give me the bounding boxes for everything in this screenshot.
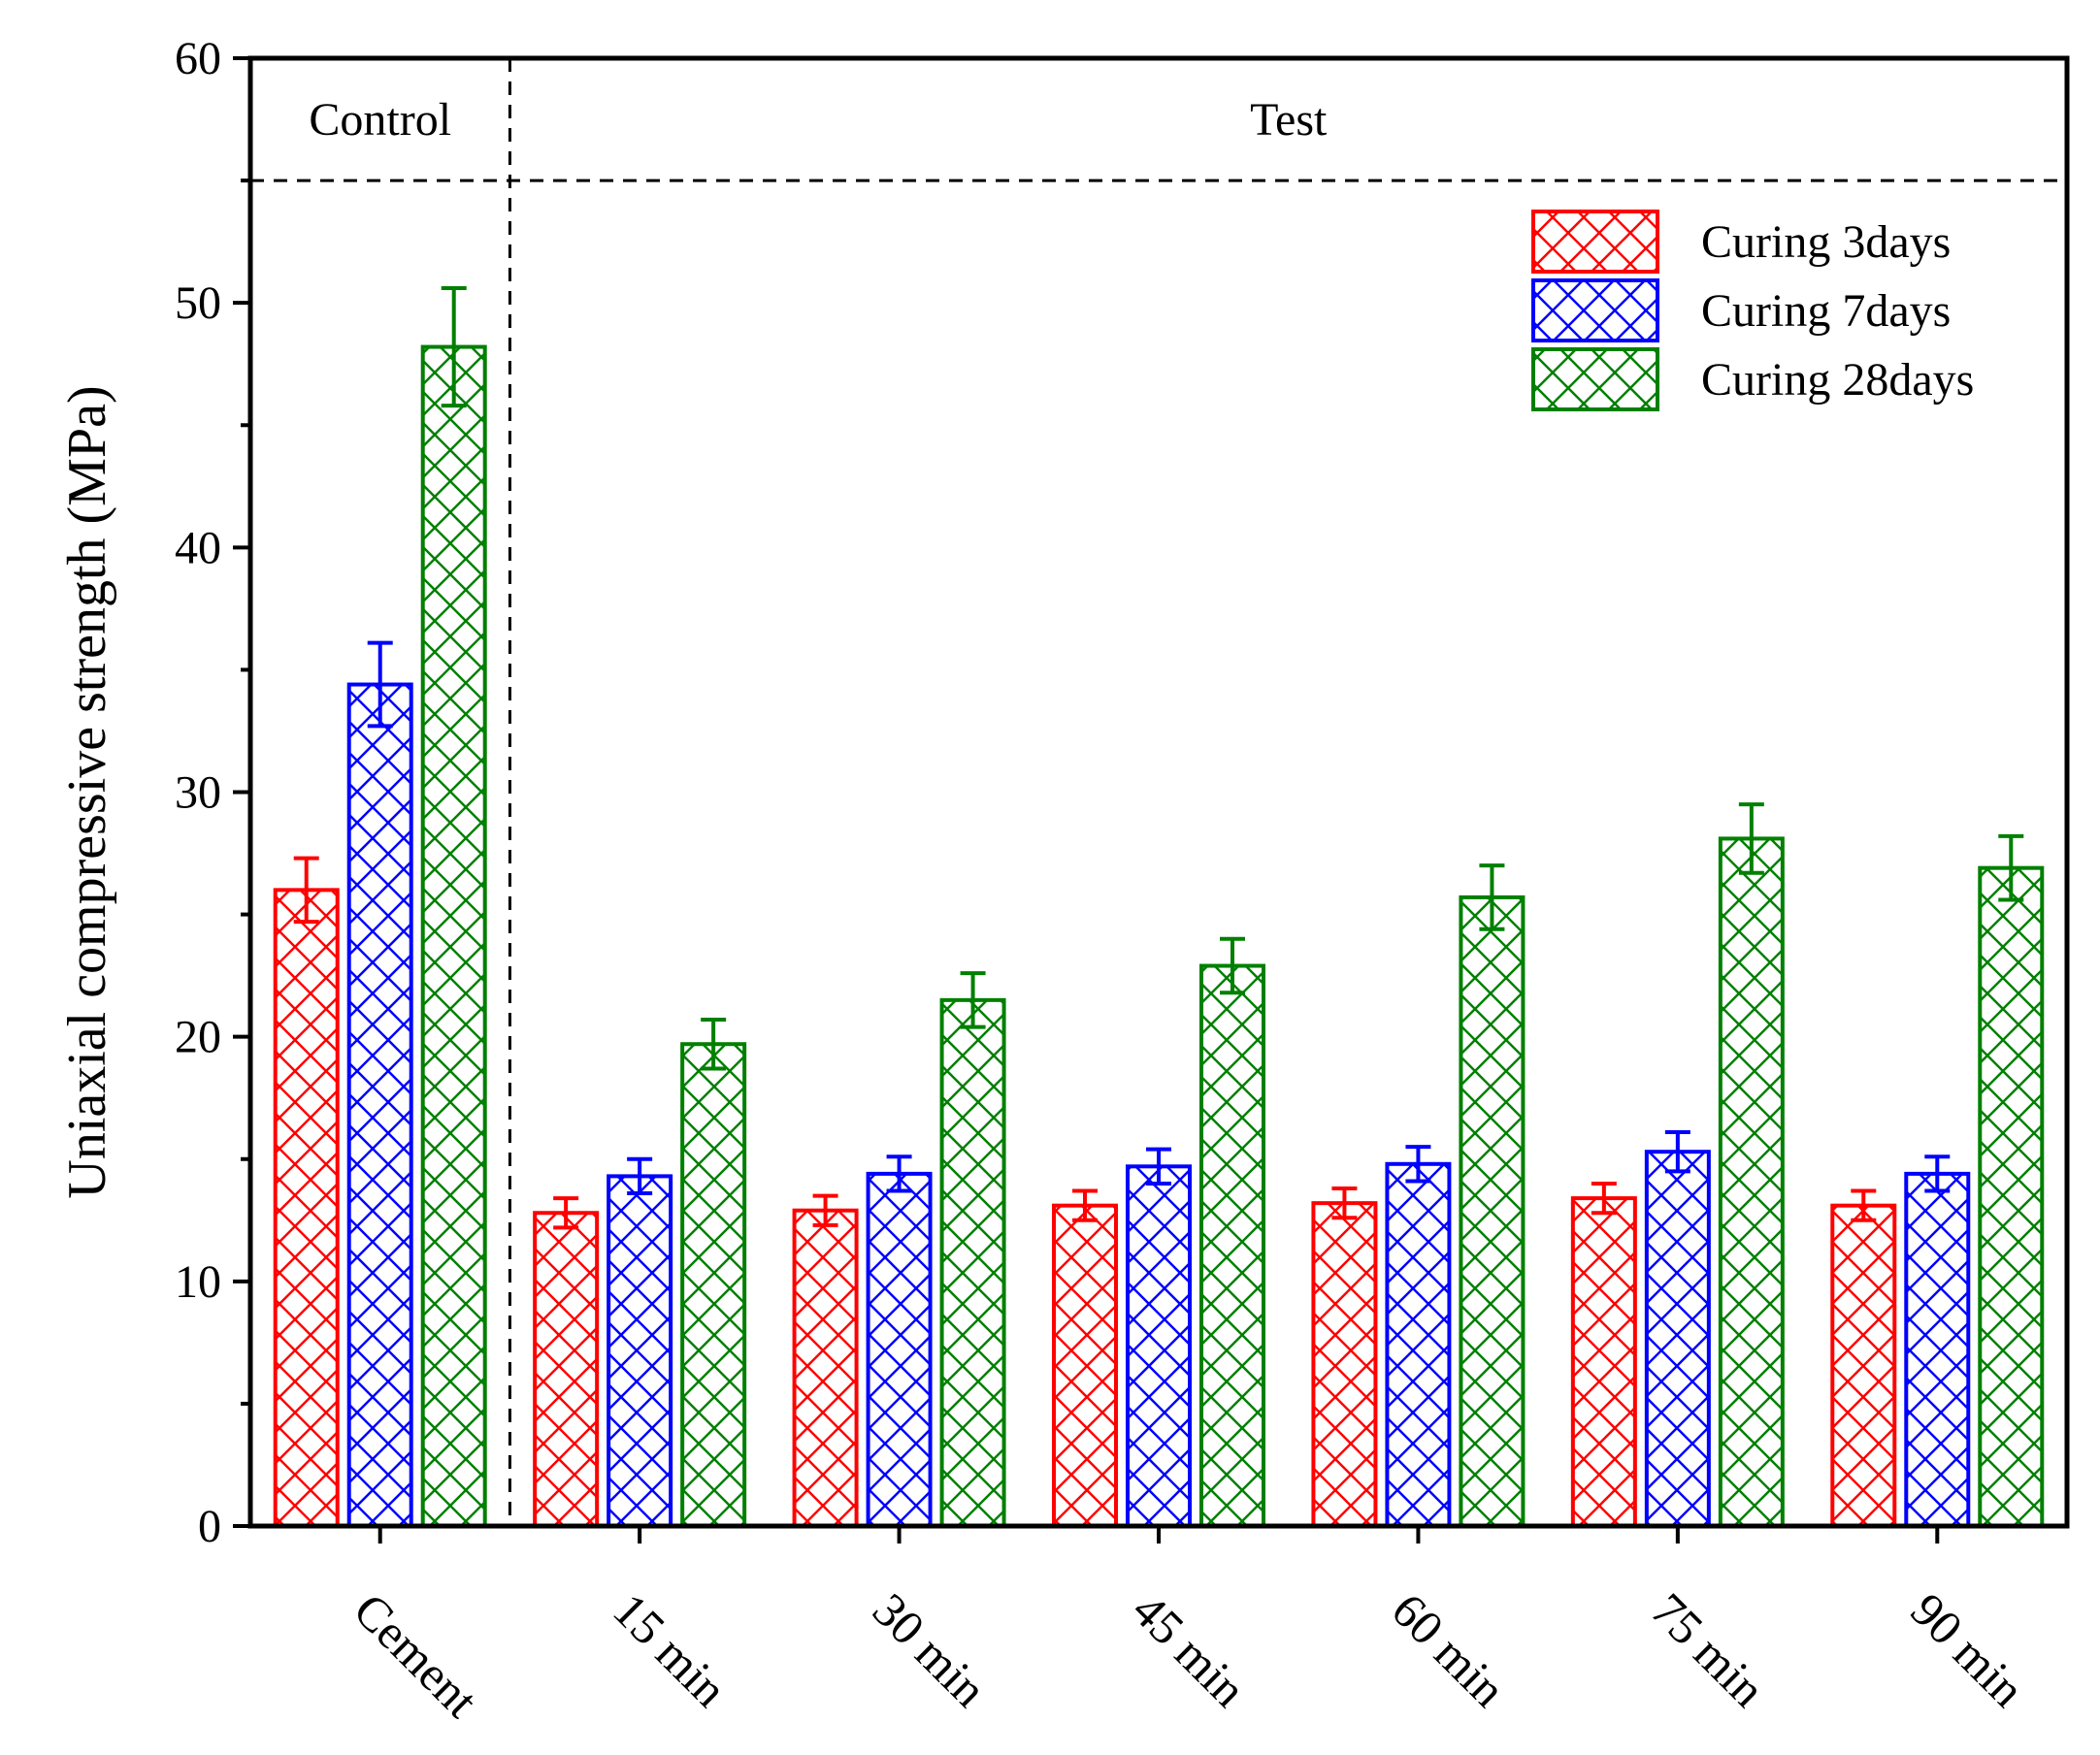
bar-1-6 bbox=[1904, 1171, 1971, 1528]
bar-2-0 bbox=[420, 344, 487, 1529]
error-bar-1-5 bbox=[1664, 1130, 1690, 1174]
error-bar-0-2 bbox=[812, 1193, 838, 1227]
error-bar-0-3 bbox=[1072, 1188, 1098, 1222]
bar-1-2 bbox=[866, 1171, 933, 1528]
legend-swatch-0 bbox=[1531, 210, 1659, 274]
y-tick-label: 30 bbox=[175, 767, 221, 819]
y-tick-label: 10 bbox=[175, 1256, 221, 1308]
legend: Curing 3days Curing 7days Curing 28days bbox=[1531, 210, 1974, 411]
error-bars-layer bbox=[293, 286, 2024, 1230]
y-tick-label: 50 bbox=[175, 277, 221, 329]
x-tick-label: Cement bbox=[344, 1582, 489, 1728]
region-labels: Control Test bbox=[250, 58, 2067, 1526]
bar-2-5 bbox=[1718, 836, 1785, 1528]
bar-2-6 bbox=[1978, 865, 2045, 1528]
error-bar-2-5 bbox=[1738, 802, 1764, 875]
error-bar-2-2 bbox=[960, 971, 986, 1029]
bar-1-0 bbox=[346, 682, 413, 1528]
error-bar-0-4 bbox=[1331, 1186, 1358, 1220]
bar-0-0 bbox=[273, 888, 340, 1528]
error-bar-1-2 bbox=[886, 1154, 912, 1193]
bar-1-1 bbox=[607, 1174, 673, 1528]
bar-2-1 bbox=[680, 1042, 747, 1529]
bar-2-4 bbox=[1459, 894, 1526, 1528]
region-label-0: Control bbox=[309, 94, 451, 146]
legend-label-2: Curing 28days bbox=[1701, 354, 1974, 406]
error-bar-2-1 bbox=[701, 1018, 727, 1071]
axes bbox=[233, 55, 2070, 1544]
bar-0-1 bbox=[533, 1211, 600, 1529]
x-tick-label: 30 min bbox=[863, 1582, 998, 1717]
error-bar-2-6 bbox=[1998, 833, 2024, 902]
y-tick-label: 40 bbox=[175, 522, 221, 573]
error-bar-2-4 bbox=[1479, 863, 1505, 931]
bar-1-5 bbox=[1644, 1150, 1711, 1529]
bar-0-2 bbox=[792, 1208, 859, 1528]
bar-0-6 bbox=[1830, 1203, 1897, 1528]
legend-label-0: Curing 3days bbox=[1701, 216, 1951, 268]
bar-0-5 bbox=[1570, 1196, 1637, 1528]
y-tick-label: 20 bbox=[175, 1012, 221, 1063]
legend-swatch-2 bbox=[1531, 347, 1659, 411]
x-tick-label: 45 min bbox=[1122, 1582, 1257, 1717]
error-bar-2-3 bbox=[1220, 936, 1245, 995]
error-bar-2-0 bbox=[441, 286, 467, 408]
bar-2-2 bbox=[939, 997, 1006, 1528]
bar-1-3 bbox=[1126, 1164, 1192, 1528]
bar-1-4 bbox=[1385, 1161, 1452, 1528]
y-axis-label: Uniaxial compressive strength (MPa) bbox=[57, 385, 117, 1198]
error-bar-1-6 bbox=[1924, 1154, 1951, 1193]
region-label-1: Test bbox=[1250, 94, 1328, 146]
bar-2-3 bbox=[1199, 963, 1265, 1528]
error-bar-1-0 bbox=[367, 640, 393, 729]
error-bar-0-6 bbox=[1851, 1188, 1877, 1222]
bar-0-4 bbox=[1311, 1201, 1378, 1528]
legend-label-1: Curing 7days bbox=[1701, 285, 1951, 337]
error-bar-0-5 bbox=[1591, 1181, 1617, 1216]
bar-0-3 bbox=[1052, 1203, 1118, 1528]
x-tick-label: 75 min bbox=[1641, 1582, 1776, 1717]
legend-swatch-1 bbox=[1531, 278, 1659, 342]
error-bar-1-4 bbox=[1405, 1145, 1431, 1184]
bars-layer bbox=[273, 344, 2045, 1529]
x-tick-label: 60 min bbox=[1382, 1582, 1517, 1717]
x-tick-label: 90 min bbox=[1901, 1582, 2036, 1717]
error-bar-1-1 bbox=[627, 1156, 653, 1196]
error-bar-0-0 bbox=[293, 856, 319, 925]
x-tick-label: 15 min bbox=[603, 1582, 738, 1717]
y-tick-label: 60 bbox=[175, 33, 221, 84]
y-tick-label: 0 bbox=[198, 1501, 221, 1552]
error-bar-1-3 bbox=[1146, 1147, 1171, 1186]
error-bar-0-1 bbox=[553, 1196, 579, 1230]
